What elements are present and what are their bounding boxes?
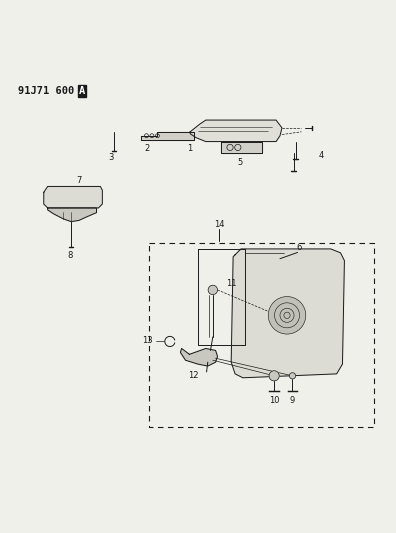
Text: 12: 12 <box>188 371 198 379</box>
Polygon shape <box>181 349 217 366</box>
Circle shape <box>269 371 279 381</box>
Text: 1: 1 <box>187 144 192 154</box>
Text: 6: 6 <box>297 243 302 252</box>
Polygon shape <box>221 142 263 154</box>
Text: 10: 10 <box>269 396 280 405</box>
Circle shape <box>284 312 290 318</box>
Text: 14: 14 <box>214 220 225 229</box>
Polygon shape <box>190 120 282 142</box>
Polygon shape <box>48 208 97 222</box>
Polygon shape <box>44 187 102 208</box>
Text: 3: 3 <box>109 154 114 162</box>
Text: 5: 5 <box>238 158 243 167</box>
Text: 2: 2 <box>145 144 150 154</box>
Circle shape <box>208 285 217 295</box>
Text: 7: 7 <box>76 175 82 184</box>
Text: 91J71 600: 91J71 600 <box>18 86 81 96</box>
Circle shape <box>289 373 295 379</box>
Text: 8: 8 <box>67 251 72 260</box>
Text: 11: 11 <box>227 279 237 288</box>
Text: 9: 9 <box>290 396 295 405</box>
Text: A: A <box>79 86 85 96</box>
Text: 4: 4 <box>318 150 324 159</box>
Circle shape <box>280 308 294 322</box>
Circle shape <box>268 296 306 334</box>
Circle shape <box>274 303 299 328</box>
Text: 13: 13 <box>143 336 153 345</box>
Polygon shape <box>141 132 194 140</box>
Polygon shape <box>231 249 345 378</box>
